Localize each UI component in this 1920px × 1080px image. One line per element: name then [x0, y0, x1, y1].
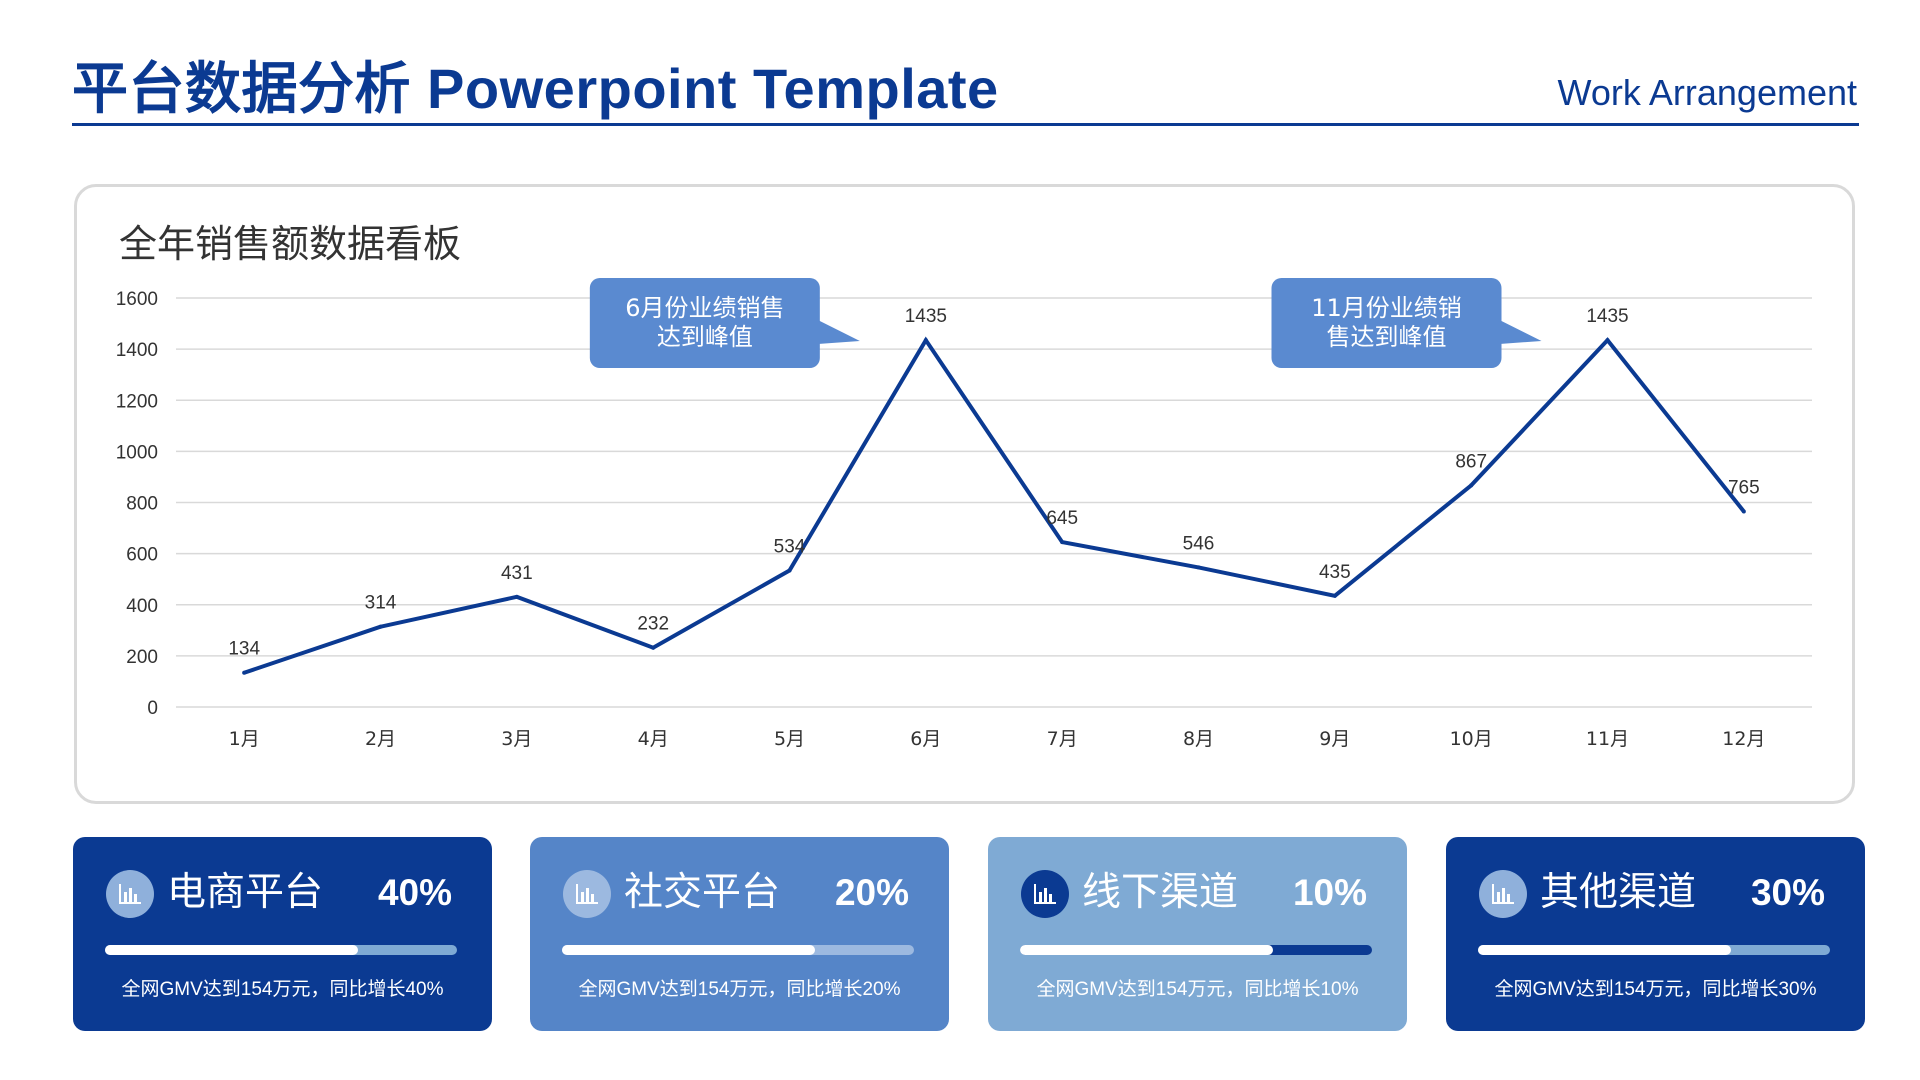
x-tick-label: 6月	[910, 728, 941, 750]
header-divider	[72, 123, 1859, 126]
data-point	[1741, 509, 1746, 514]
card-label: 电商平台	[167, 871, 324, 914]
x-tick-label: 2月	[365, 728, 396, 750]
x-tick-label: 1月	[229, 728, 260, 750]
x-tick-label: 10月	[1450, 728, 1493, 750]
data-label: 232	[637, 614, 669, 635]
data-label: 314	[365, 593, 397, 614]
data-label: 431	[501, 563, 533, 584]
callout-text: 达到峰值	[657, 323, 753, 351]
data-point	[514, 594, 519, 599]
y-tick-label: 1200	[116, 391, 158, 412]
callout-text: 11月份业绩销	[1311, 294, 1462, 322]
data-label: 134	[228, 639, 260, 660]
card-percent: 10%	[1292, 872, 1367, 913]
data-point	[1469, 483, 1474, 488]
data-point	[787, 568, 792, 573]
data-label: 765	[1728, 477, 1760, 498]
x-tick-label: 8月	[1183, 728, 1214, 750]
callout-box	[1271, 278, 1502, 368]
y-tick-label: 800	[126, 494, 158, 515]
data-point	[1332, 593, 1337, 598]
card-description: 全网GMV达到154万元，同比增长40%	[121, 979, 444, 1000]
card-label: 线下渠道	[1082, 871, 1239, 914]
data-label: 546	[1183, 533, 1215, 554]
progress-track	[1020, 945, 1372, 955]
data-point	[1196, 565, 1201, 570]
data-point	[923, 338, 928, 343]
channel-card: 线下渠道 10% 全网GMV达到154万元，同比增长10%	[988, 837, 1407, 1031]
y-tick-label: 400	[126, 596, 158, 617]
channel-card: 电商平台 40% 全网GMV达到154万元，同比增长40%	[73, 837, 492, 1031]
progress-track	[562, 945, 914, 955]
progress-fill	[1478, 945, 1732, 955]
x-tick-label: 12月	[1722, 728, 1765, 750]
data-label: 1435	[1586, 306, 1628, 327]
bar-chart-icon	[106, 870, 154, 918]
data-label: 645	[1046, 508, 1078, 529]
x-tick-label: 9月	[1319, 728, 1350, 750]
data-point	[242, 670, 247, 675]
data-point	[378, 624, 383, 629]
x-tick-label: 11月	[1586, 728, 1629, 750]
progress-track	[1478, 945, 1830, 955]
y-tick-label: 200	[126, 647, 158, 668]
data-label: 1435	[905, 306, 947, 327]
callout-pointer	[1499, 320, 1542, 344]
series-line	[243, 336, 1746, 675]
y-tick-label: 1600	[116, 289, 158, 310]
card-description: 全网GMV达到154万元，同比增长20%	[578, 979, 901, 1000]
card-description: 全网GMV达到154万元，同比增长30%	[1494, 979, 1817, 1000]
chart-panel	[74, 184, 1855, 804]
data-point	[651, 645, 656, 650]
card-label: 其他渠道	[1540, 871, 1697, 914]
callout-box	[589, 278, 820, 368]
card-description: 全网GMV达到154万元，同比增长10%	[1036, 979, 1359, 1000]
progress-track	[105, 945, 457, 955]
y-tick-label: 0	[147, 698, 158, 719]
bar-chart-icon	[1021, 870, 1069, 918]
card-percent: 30%	[1750, 872, 1825, 913]
page-subtitle: Work Arrangement	[1557, 72, 1857, 113]
data-label: 435	[1319, 562, 1351, 583]
card-label: 社交平台	[624, 871, 781, 914]
callout-text: 6月份业绩销售	[625, 294, 784, 322]
bar-chart-icon	[1479, 870, 1527, 918]
progress-fill	[1020, 945, 1274, 955]
x-tick-label: 5月	[774, 728, 805, 750]
x-tick-label: 4月	[638, 728, 669, 750]
progress-fill	[105, 945, 359, 955]
data-point	[1605, 338, 1610, 343]
x-tick-label: 7月	[1047, 728, 1078, 750]
page-title: 平台数据分析 Powerpoint Template	[72, 57, 999, 120]
card-percent: 20%	[834, 872, 909, 913]
bar-chart-icon	[563, 870, 611, 918]
data-label: 867	[1455, 451, 1487, 472]
channel-card: 其他渠道 30% 全网GMV达到154万元，同比增长30%	[1446, 837, 1865, 1031]
callout-pointer	[817, 320, 860, 344]
y-tick-label: 1400	[116, 340, 158, 361]
data-label: 534	[774, 536, 806, 557]
y-tick-label: 1000	[116, 442, 158, 463]
callout-text: 售达到峰值	[1327, 323, 1447, 351]
chart-panel-title: 全年销售额数据看板	[119, 224, 462, 266]
x-tick-label: 3月	[501, 728, 532, 750]
progress-fill	[562, 945, 816, 955]
card-percent: 40%	[377, 872, 452, 913]
channel-card: 社交平台 20% 全网GMV达到154万元，同比增长20%	[530, 837, 949, 1031]
y-tick-label: 600	[126, 545, 158, 566]
data-point	[1060, 540, 1065, 545]
